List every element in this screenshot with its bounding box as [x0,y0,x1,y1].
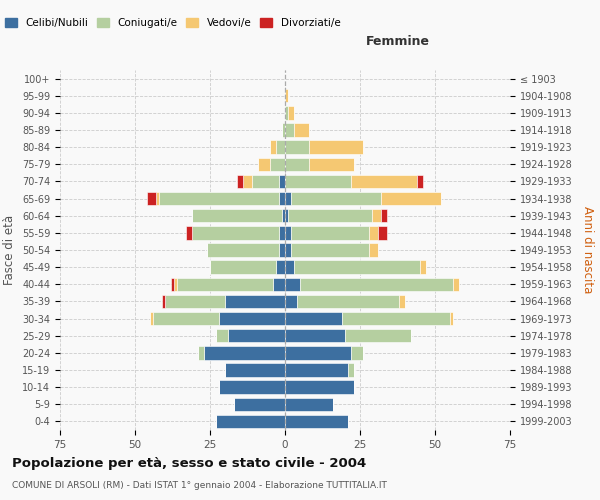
Bar [369,244,378,256]
Bar [285,209,288,222]
Bar [309,140,363,154]
Bar [279,244,285,256]
Bar [234,398,285,411]
Bar [156,192,159,205]
Bar [165,294,225,308]
Bar [150,312,153,326]
Bar [348,364,354,376]
Bar [216,329,228,342]
Bar [219,312,285,326]
Bar [225,364,285,376]
Bar [285,398,333,411]
Bar [270,140,276,154]
Bar [162,294,165,308]
Bar [369,226,378,239]
Bar [258,158,270,171]
Bar [207,244,279,256]
Bar [285,414,348,428]
Bar [309,158,354,171]
Bar [420,260,426,274]
Bar [171,278,174,291]
Bar [270,158,285,171]
Bar [159,192,279,205]
Bar [285,89,288,102]
Bar [210,260,276,274]
Bar [186,226,192,239]
Bar [279,192,285,205]
Text: COMUNE DI ARSOLI (RM) - Dati ISTAT 1° gennaio 2004 - Elaborazione TUTTITALIA.IT: COMUNE DI ARSOLI (RM) - Dati ISTAT 1° ge… [12,481,387,490]
Bar [291,192,381,205]
Bar [294,124,309,136]
Bar [228,329,285,342]
Bar [378,226,387,239]
Bar [381,209,387,222]
Bar [285,346,351,360]
Bar [351,174,417,188]
Bar [276,260,285,274]
Bar [417,174,423,188]
Bar [147,192,156,205]
Bar [252,174,279,188]
Bar [285,124,294,136]
Bar [219,380,285,394]
Bar [285,294,297,308]
Bar [285,380,354,394]
Bar [192,209,282,222]
Bar [153,312,219,326]
Text: Popolazione per età, sesso e stato civile - 2004: Popolazione per età, sesso e stato civil… [12,458,366,470]
Bar [285,312,342,326]
Bar [285,192,291,205]
Bar [288,209,372,222]
Bar [285,158,309,171]
Bar [291,226,369,239]
Bar [342,312,450,326]
Bar [453,278,459,291]
Bar [279,174,285,188]
Bar [285,174,351,188]
Bar [243,174,252,188]
Y-axis label: Fasce di età: Fasce di età [4,215,16,285]
Bar [285,226,291,239]
Bar [282,209,285,222]
Bar [381,192,441,205]
Bar [273,278,285,291]
Bar [216,414,285,428]
Bar [291,244,369,256]
Bar [372,209,381,222]
Bar [285,244,291,256]
Bar [300,278,453,291]
Bar [450,312,453,326]
Bar [345,329,411,342]
Bar [276,140,285,154]
Bar [399,294,405,308]
Bar [285,364,348,376]
Legend: Celibi/Nubili, Coniugati/e, Vedovi/e, Divorziati/e: Celibi/Nubili, Coniugati/e, Vedovi/e, Di… [1,14,344,32]
Bar [297,294,399,308]
Bar [177,278,273,291]
Bar [285,106,288,120]
Bar [282,124,285,136]
Bar [174,278,177,291]
Bar [288,106,294,120]
Bar [192,226,279,239]
Bar [237,174,243,188]
Bar [294,260,420,274]
Bar [285,278,300,291]
Bar [285,329,345,342]
Bar [285,140,309,154]
Bar [285,260,294,274]
Text: Femmine: Femmine [365,36,430,49]
Bar [198,346,204,360]
Bar [225,294,285,308]
Y-axis label: Anni di nascita: Anni di nascita [581,206,594,294]
Bar [279,226,285,239]
Bar [351,346,363,360]
Bar [204,346,285,360]
